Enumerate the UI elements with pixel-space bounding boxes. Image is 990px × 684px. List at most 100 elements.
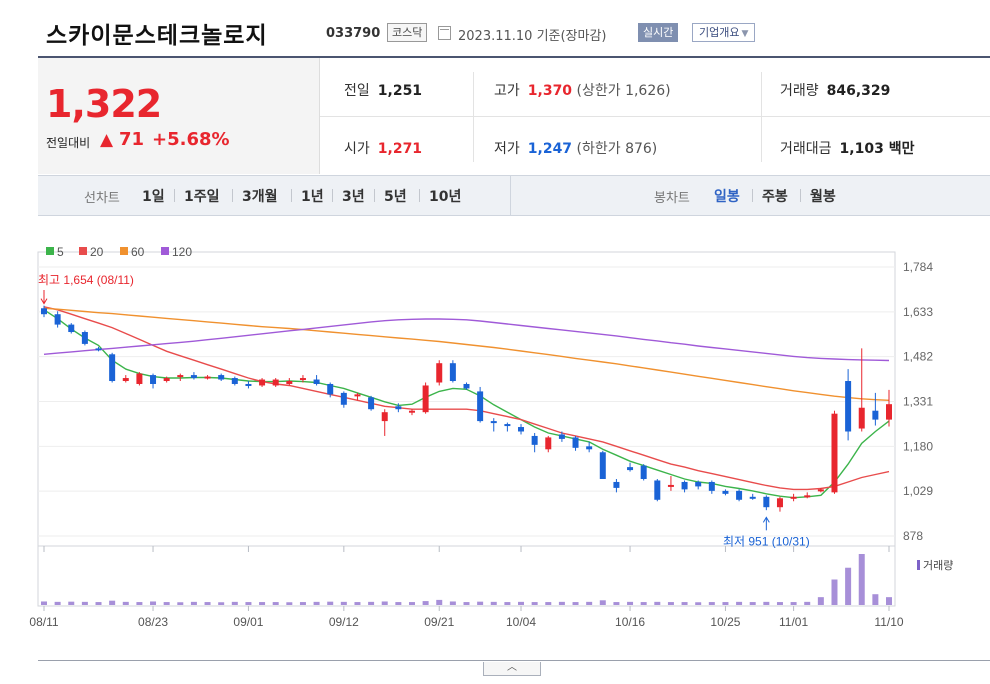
low-marker-arrow — [762, 516, 770, 523]
open-price: 시가 1,271 — [344, 138, 422, 158]
candle-body — [190, 375, 197, 379]
volume-bar — [204, 602, 211, 605]
date-tick-label: 11/01 — [779, 615, 808, 629]
volume: 거래량 846,329 — [780, 80, 890, 100]
volume-bar — [518, 601, 525, 605]
legend-label: 120 — [172, 245, 192, 259]
volume-bar — [340, 601, 347, 605]
volume-bar — [858, 554, 865, 605]
volume-bar — [368, 601, 375, 605]
calendar-icon — [438, 26, 451, 40]
volume-bar — [776, 602, 783, 605]
volume-bar — [504, 602, 511, 605]
volume-bar — [395, 602, 402, 605]
candle-body — [436, 363, 443, 383]
volume-bar — [299, 602, 306, 605]
date-tick-label: 10/25 — [710, 615, 740, 629]
volume-bar — [790, 602, 797, 605]
candle-daily[interactable]: 일봉 — [714, 189, 740, 205]
legend-swatch — [79, 247, 87, 255]
candle-body — [872, 410, 879, 420]
volume-bar — [490, 601, 497, 605]
range-10y[interactable]: 10년 — [429, 189, 462, 205]
candle-chart-label: 봉차트 — [654, 191, 690, 206]
volume-bar — [41, 601, 47, 605]
volume-legend-swatch — [917, 560, 920, 570]
volume-bar — [477, 601, 484, 605]
range-1y[interactable]: 1년 — [301, 189, 324, 205]
candle-body — [163, 378, 170, 382]
candle-body — [477, 391, 484, 422]
legend-swatch — [46, 247, 54, 255]
candle-body — [886, 404, 892, 420]
range-1d[interactable]: 1일 — [142, 189, 165, 205]
candle-body — [558, 434, 565, 439]
current-price: 1,322 — [46, 82, 162, 126]
volume-bar — [463, 602, 470, 605]
low-label: 저가 — [494, 141, 520, 157]
candle-body — [218, 375, 225, 380]
volume-bar — [272, 602, 279, 605]
realtime-button[interactable]: 실시간 — [638, 23, 679, 42]
candle-body — [599, 452, 606, 479]
volume-bar — [654, 601, 661, 605]
volume-bar — [749, 602, 756, 605]
candle-body — [231, 378, 238, 384]
market-badge: 코스닥 — [387, 23, 428, 42]
candle-body — [286, 381, 293, 384]
trade-amount: 거래대금 1,103 백만 — [780, 138, 914, 158]
open-value: 1,271 — [377, 141, 423, 157]
stock-name: 스카이문스테크놀로지 — [46, 23, 268, 49]
divider — [752, 189, 753, 202]
candle-body — [586, 446, 593, 450]
candle-body — [313, 379, 320, 384]
divider — [174, 189, 175, 202]
candle-body — [504, 424, 511, 427]
candle-body — [681, 481, 688, 490]
price-tick-label: 1,331 — [903, 395, 933, 409]
candle-body — [518, 427, 525, 432]
volume-bar — [259, 602, 266, 605]
change-value: 71 — [119, 129, 145, 150]
range-5y[interactable]: 5년 — [384, 189, 407, 205]
volume-bar — [572, 602, 579, 605]
volume-bar — [190, 601, 197, 605]
as-of-date: 2023.11.10 기준(장마감) — [458, 29, 607, 44]
stock-header: 스카이문스테크놀로지 033790 코스닥 2023.11.10 기준(장마감)… — [0, 0, 990, 56]
volume-bar — [613, 602, 620, 605]
volume-bar — [736, 601, 743, 605]
candle-body — [613, 481, 620, 488]
chart-toolbar: 선차트 1일 1주일 3개월 1년 3년 5년 10년 봉차트 일봉 주봉 월봉 — [38, 175, 990, 216]
price-tick-label: 1,029 — [903, 484, 933, 498]
volume-bar — [286, 602, 293, 605]
volume-bar — [408, 602, 415, 605]
volume-bar — [68, 601, 75, 605]
collapse-toggle[interactable]: ︿ — [483, 662, 541, 676]
candle-body — [95, 348, 102, 351]
legend-swatch — [120, 247, 128, 255]
candle-body — [395, 406, 402, 410]
date-tick-label: 09/12 — [329, 615, 359, 629]
date-tick-label: 11/10 — [874, 615, 903, 629]
candle-monthly[interactable]: 월봉 — [810, 189, 836, 205]
candle-body — [831, 413, 838, 493]
candle-body — [776, 498, 783, 508]
volume-bar — [54, 601, 61, 605]
candle-body — [354, 394, 361, 397]
range-3m[interactable]: 3개월 — [242, 189, 278, 205]
price-tick-label: 878 — [903, 529, 923, 543]
candle-body — [858, 407, 865, 429]
low-annotation: 최저 951 (10/31) — [723, 534, 810, 548]
stock-code: 033790 — [326, 26, 381, 41]
range-1w[interactable]: 1주일 — [184, 189, 220, 205]
legend-swatch — [161, 247, 169, 255]
volume-bar — [681, 602, 688, 605]
range-3y[interactable]: 3년 — [342, 189, 365, 205]
divider — [473, 72, 474, 162]
candle-body — [272, 379, 279, 386]
company-overview-button[interactable]: 기업개요 ▼ — [692, 23, 756, 42]
date-tick-label: 08/11 — [29, 615, 58, 629]
volume-bar — [586, 601, 593, 605]
change-percent: +5.68% — [152, 129, 230, 150]
candle-weekly[interactable]: 주봉 — [762, 189, 788, 205]
